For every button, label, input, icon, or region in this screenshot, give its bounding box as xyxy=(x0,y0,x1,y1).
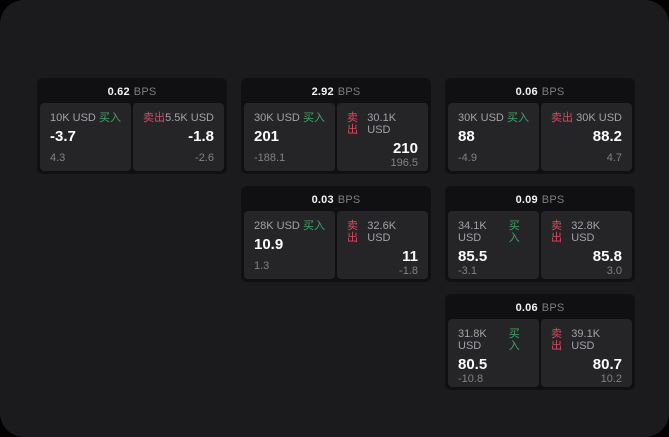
bps-suffix: BPS xyxy=(541,86,565,98)
bps-header: 0.06 BPS xyxy=(448,297,632,319)
bps-header: 0.09 BPS xyxy=(448,189,632,211)
quote-card: 0.62 BPS 10K USD 买入 -3.7 4.3 卖出 5.5K USD xyxy=(37,78,227,174)
quote-panels: 34.1K USD 买入 85.5 -3.1 卖出 32.8K USD 85.8… xyxy=(448,211,632,279)
quote-card: 0.06 BPS 31.8K USD 买入 80.5 -10.8 卖出 39.1… xyxy=(445,294,635,390)
sell-label: 卖出 xyxy=(551,112,573,124)
buy-price: 10.9 xyxy=(254,236,284,253)
sell-label: 卖出 xyxy=(551,220,562,244)
buy-panel[interactable]: 30K USD 买入 201 -188.1 xyxy=(244,103,335,171)
buy-sub-value: 1.3 xyxy=(254,260,270,272)
buy-panel[interactable]: 34.1K USD 买入 85.5 -3.1 xyxy=(448,211,539,279)
sell-panel[interactable]: 卖出 39.1K USD 80.7 10.2 xyxy=(541,319,632,387)
quote-panels: 28K USD 买入 10.9 1.3 卖出 32.6K USD 11 -1.8 xyxy=(244,211,428,279)
buy-panel[interactable]: 31.8K USD 买入 80.5 -10.8 xyxy=(448,319,539,387)
sell-amount: 39.1K USD xyxy=(571,328,601,352)
sell-panel[interactable]: 卖出 32.8K USD 85.8 3.0 xyxy=(541,211,632,279)
buy-amount: 31.8K USD xyxy=(458,328,487,352)
bps-value: 0.62 xyxy=(107,86,130,98)
sell-sub-value: 4.7 xyxy=(606,152,622,164)
sell-panel[interactable]: 卖出 30.1K USD 210 196.5 xyxy=(337,103,428,171)
bps-value: 0.03 xyxy=(311,194,334,206)
buy-amount: 30K USD xyxy=(458,112,504,124)
buy-label: 买入 xyxy=(303,220,325,232)
bps-value: 0.09 xyxy=(515,194,538,206)
buy-sub-value: -10.8 xyxy=(458,373,484,385)
bps-suffix: BPS xyxy=(337,86,361,98)
sell-panel[interactable]: 卖出 30K USD 88.2 4.7 xyxy=(541,103,632,171)
buy-label: 买入 xyxy=(507,112,529,124)
sell-sub-value: 10.2 xyxy=(600,373,622,385)
buy-price: 201 xyxy=(254,128,280,145)
buy-label: 买入 xyxy=(508,328,520,352)
bps-header: 0.03 BPS xyxy=(244,189,428,211)
sell-amount: 5.5K USD xyxy=(165,112,214,124)
buy-label: 买入 xyxy=(303,112,325,124)
sell-sub-value: 3.0 xyxy=(606,265,622,277)
quote-grid: 0.62 BPS 10K USD 买入 -3.7 4.3 卖出 5.5K USD xyxy=(37,78,635,390)
buy-label: 买入 xyxy=(99,112,121,124)
sell-amount: 30K USD xyxy=(576,112,622,124)
bps-value: 0.06 xyxy=(515,86,538,98)
sell-price: 85.8 xyxy=(592,248,622,265)
buy-panel[interactable]: 10K USD 买入 -3.7 4.3 xyxy=(40,103,131,171)
sell-panel[interactable]: 卖出 32.6K USD 11 -1.8 xyxy=(337,211,428,279)
sell-price: 11 xyxy=(402,248,418,265)
sell-label: 卖出 xyxy=(143,112,165,124)
buy-amount: 30K USD xyxy=(254,112,300,124)
sell-amount: 30.1K USD xyxy=(367,112,397,136)
quote-card: 0.06 BPS 30K USD 买入 88 -4.9 卖出 30K USD xyxy=(445,78,635,174)
buy-sub-value: 4.3 xyxy=(50,152,66,164)
sell-sub-value: -1.8 xyxy=(399,265,418,277)
sell-label: 卖出 xyxy=(551,328,562,352)
buy-price: -3.7 xyxy=(50,128,76,145)
sell-price: -1.8 xyxy=(188,128,214,145)
bps-header: 2.92 BPS xyxy=(244,81,428,103)
sell-panel[interactable]: 卖出 5.5K USD -1.8 -2.6 xyxy=(133,103,224,171)
bps-header: 0.62 BPS xyxy=(40,81,224,103)
sell-sub-value: -2.6 xyxy=(195,152,214,164)
quote-panels: 31.8K USD 买入 80.5 -10.8 卖出 39.1K USD 80.… xyxy=(448,319,632,387)
buy-price: 80.5 xyxy=(458,356,488,373)
bps-suffix: BPS xyxy=(133,86,157,98)
bps-value: 2.92 xyxy=(311,86,334,98)
sell-price: 80.7 xyxy=(592,356,622,373)
bps-suffix: BPS xyxy=(337,194,361,206)
quote-card: 0.09 BPS 34.1K USD 买入 85.5 -3.1 卖出 32.8K… xyxy=(445,186,635,282)
buy-amount: 10K USD xyxy=(50,112,96,124)
bps-suffix: BPS xyxy=(541,302,565,314)
buy-sub-value: -3.1 xyxy=(458,265,477,277)
sell-label: 卖出 xyxy=(347,220,358,244)
bps-suffix: BPS xyxy=(541,194,565,206)
sell-price: 88.2 xyxy=(592,128,622,145)
quote-card: 2.92 BPS 30K USD 买入 201 -188.1 卖出 30.1K … xyxy=(241,78,431,174)
buy-sub-value: -188.1 xyxy=(254,152,286,164)
sell-amount: 32.8K USD xyxy=(571,220,601,244)
bps-value: 0.06 xyxy=(515,302,538,314)
buy-price: 85.5 xyxy=(458,248,488,265)
quote-panels: 30K USD 买入 88 -4.9 卖出 30K USD 88.2 4.7 xyxy=(448,103,632,171)
quote-panels: 10K USD 买入 -3.7 4.3 卖出 5.5K USD -1.8 -2.… xyxy=(40,103,224,171)
sell-price: 210 xyxy=(392,140,418,157)
buy-label: 买入 xyxy=(508,220,520,244)
quote-panels: 30K USD 买入 201 -188.1 卖出 30.1K USD 210 1… xyxy=(244,103,428,171)
sell-sub-value: 196.5 xyxy=(390,157,418,169)
buy-amount: 28K USD xyxy=(254,220,300,232)
bps-header: 0.06 BPS xyxy=(448,81,632,103)
buy-amount: 34.1K USD xyxy=(458,220,487,244)
quote-card: 0.03 BPS 28K USD 买入 10.9 1.3 卖出 32.6K US… xyxy=(241,186,431,282)
sell-label: 卖出 xyxy=(347,112,358,136)
buy-price: 88 xyxy=(458,128,475,145)
buy-panel[interactable]: 28K USD 买入 10.9 1.3 xyxy=(244,211,335,279)
buy-panel[interactable]: 30K USD 买入 88 -4.9 xyxy=(448,103,539,171)
sell-amount: 32.6K USD xyxy=(367,220,397,244)
buy-sub-value: -4.9 xyxy=(458,152,477,164)
